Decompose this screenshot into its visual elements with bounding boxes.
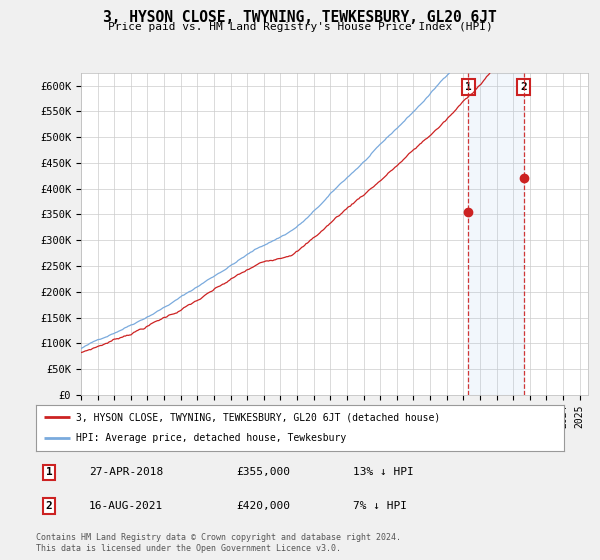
Text: £355,000: £355,000: [236, 468, 290, 478]
Text: HPI: Average price, detached house, Tewkesbury: HPI: Average price, detached house, Tewk…: [76, 433, 346, 444]
Text: Contains HM Land Registry data © Crown copyright and database right 2024.
This d: Contains HM Land Registry data © Crown c…: [36, 533, 401, 553]
Text: 13% ↓ HPI: 13% ↓ HPI: [353, 468, 413, 478]
Text: 7% ↓ HPI: 7% ↓ HPI: [353, 501, 407, 511]
Text: 3, HYSON CLOSE, TWYNING, TEWKESBURY, GL20 6JT (detached house): 3, HYSON CLOSE, TWYNING, TEWKESBURY, GL2…: [76, 412, 440, 422]
Text: 1: 1: [46, 468, 53, 478]
Text: 16-AUG-2021: 16-AUG-2021: [89, 501, 163, 511]
Text: 1: 1: [465, 82, 472, 92]
Text: Price paid vs. HM Land Registry's House Price Index (HPI): Price paid vs. HM Land Registry's House …: [107, 22, 493, 32]
Bar: [468, 73, 524, 395]
Text: £420,000: £420,000: [236, 501, 290, 511]
Text: 27-APR-2018: 27-APR-2018: [89, 468, 163, 478]
Text: 2: 2: [520, 82, 527, 92]
Text: 3, HYSON CLOSE, TWYNING, TEWKESBURY, GL20 6JT: 3, HYSON CLOSE, TWYNING, TEWKESBURY, GL2…: [103, 10, 497, 25]
Text: 2: 2: [46, 501, 53, 511]
